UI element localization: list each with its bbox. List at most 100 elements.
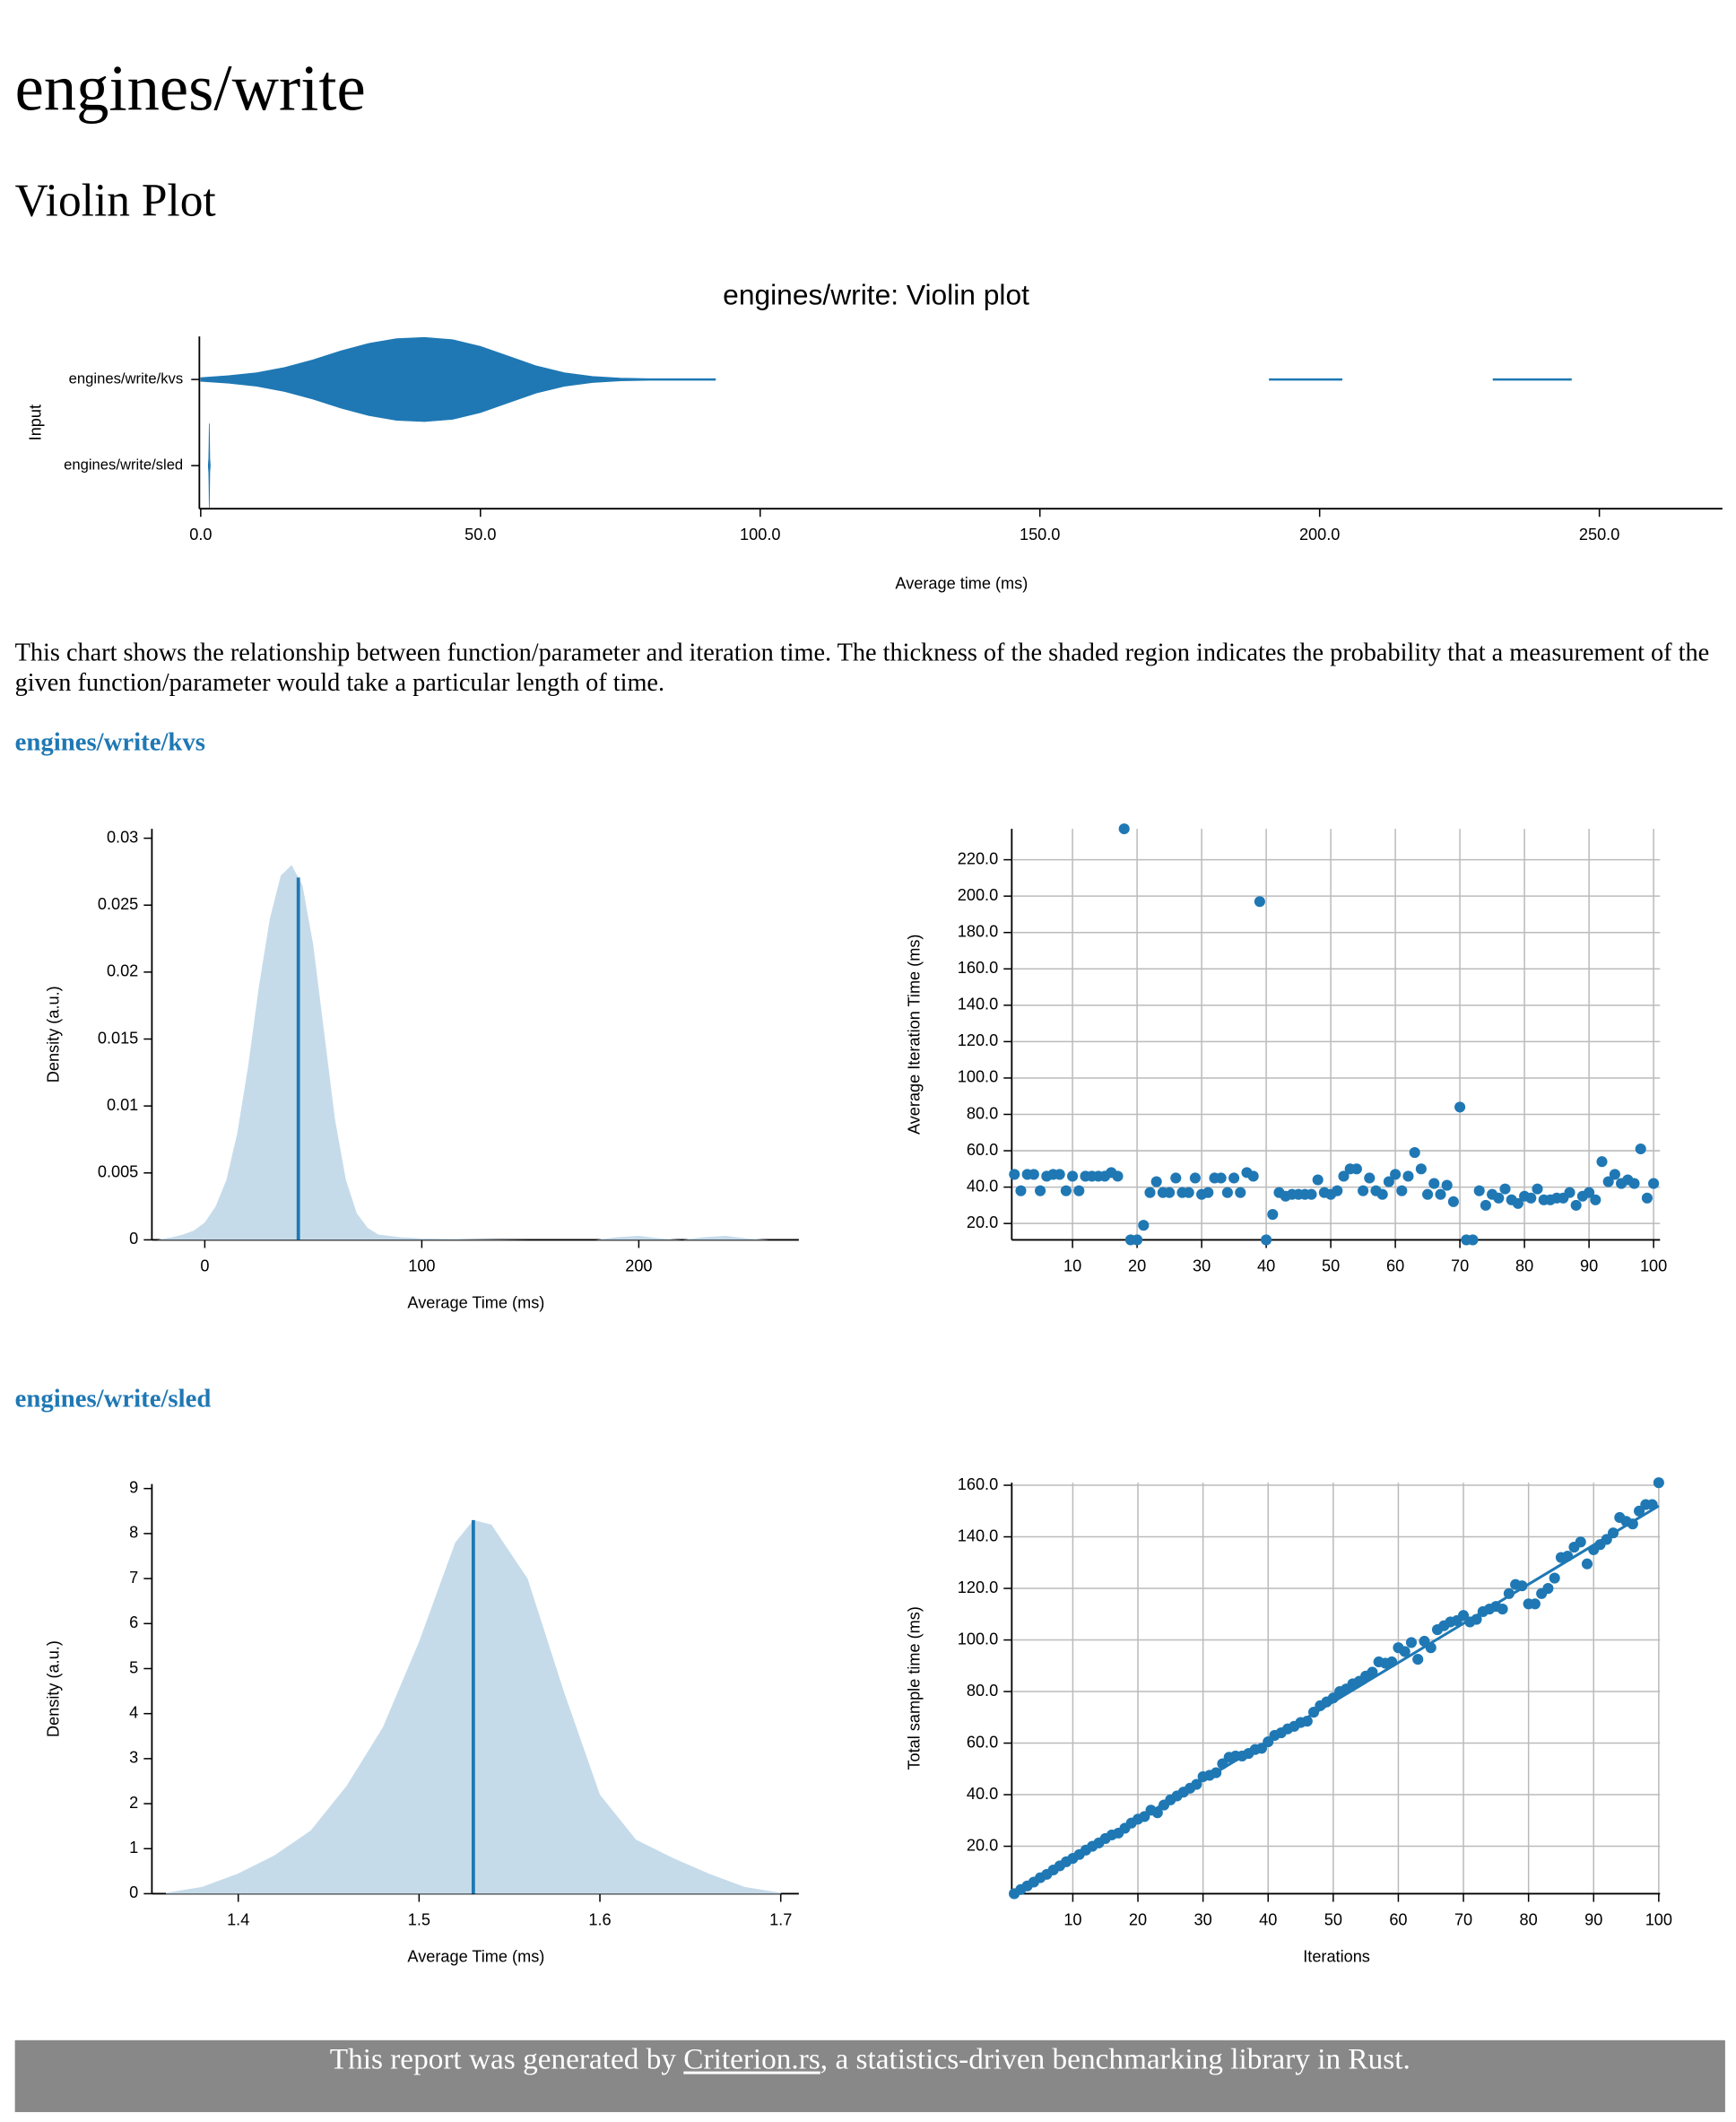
point xyxy=(1306,1188,1317,1200)
y-tick-label: 60.0 xyxy=(967,1141,998,1159)
x-tick-label: 100 xyxy=(408,1257,435,1274)
violin xyxy=(200,336,1572,422)
point xyxy=(1581,1558,1593,1570)
point xyxy=(1138,1220,1150,1231)
x-tick-label: 200 xyxy=(625,1257,652,1274)
y-tick-label: 0.02 xyxy=(107,962,138,980)
point xyxy=(1312,1174,1324,1186)
description: This chart shows the relationship betwee… xyxy=(14,639,1710,697)
point xyxy=(1350,1163,1362,1175)
x-tick-label: 40 xyxy=(1257,1257,1275,1274)
point xyxy=(1480,1199,1491,1211)
density-area xyxy=(157,865,791,1240)
point xyxy=(1383,1176,1394,1187)
point xyxy=(1499,1183,1511,1195)
y-tick-label: 140.0 xyxy=(958,996,998,1013)
point xyxy=(1367,1666,1378,1678)
x-tick-label: 40 xyxy=(1259,1910,1277,1928)
point xyxy=(1247,1170,1259,1182)
point xyxy=(1635,1143,1646,1155)
y-tick-label: 0.005 xyxy=(98,1163,138,1181)
y-tick-label: 8 xyxy=(129,1524,138,1542)
point xyxy=(1028,1169,1039,1180)
point xyxy=(1211,1767,1222,1778)
x-tick-label: 10 xyxy=(1063,1257,1081,1274)
y-tick-label: 0.03 xyxy=(107,828,138,846)
x-tick-label: 60 xyxy=(1389,1910,1407,1928)
point xyxy=(1261,1234,1272,1246)
footer-link[interactable]: Criterion.rs xyxy=(683,2041,820,2076)
y-tick-label: 180.0 xyxy=(958,923,998,941)
point xyxy=(1405,1637,1418,1648)
point xyxy=(1170,1172,1182,1184)
point xyxy=(1228,1172,1240,1184)
y-tick-label: 1 xyxy=(129,1839,138,1857)
x-tick-label: 1.4 xyxy=(227,1910,249,1928)
point xyxy=(1415,1163,1427,1175)
point xyxy=(1428,1178,1440,1189)
point xyxy=(1399,1646,1410,1657)
point xyxy=(1402,1170,1414,1182)
point xyxy=(1516,1580,1528,1592)
point xyxy=(1144,1187,1156,1198)
y-tick-label: 40.0 xyxy=(967,1785,998,1803)
y-tick-label: 120.0 xyxy=(958,1031,998,1049)
point xyxy=(1364,1172,1376,1184)
y-tick-label: 40.0 xyxy=(967,1177,998,1195)
y-axis-label: Total sample time (ms) xyxy=(906,1606,924,1770)
point xyxy=(1073,1185,1085,1196)
point xyxy=(1221,1187,1233,1198)
x-tick-label: 20 xyxy=(1129,1910,1147,1928)
point xyxy=(1267,1208,1279,1221)
point xyxy=(1532,1183,1543,1195)
y-tick-label: 140.0 xyxy=(958,1526,998,1544)
section-heading: engines/write/kvs xyxy=(14,728,205,757)
point xyxy=(1301,1716,1313,1727)
point xyxy=(1067,1170,1079,1182)
y-tick-label: 80.0 xyxy=(967,1682,998,1700)
point xyxy=(1542,1582,1554,1595)
y-tick-label: 200.0 xyxy=(958,886,998,904)
point xyxy=(1529,1598,1541,1610)
point xyxy=(1590,1194,1601,1205)
x-axis-label: Average time (ms) xyxy=(895,575,1028,593)
point xyxy=(1648,1178,1660,1189)
point xyxy=(1607,1527,1619,1539)
point xyxy=(1628,1178,1640,1189)
y-tick-label: 20.0 xyxy=(967,1836,998,1854)
x-tick-label: 150.0 xyxy=(1020,526,1060,544)
point xyxy=(1035,1185,1046,1196)
x-tick-label: 30 xyxy=(1193,1257,1211,1274)
point xyxy=(1150,1176,1162,1187)
point xyxy=(1215,1172,1227,1184)
point xyxy=(1422,1188,1434,1200)
y-tick-label: 60.0 xyxy=(967,1733,998,1751)
point xyxy=(1447,1196,1459,1207)
point xyxy=(1602,1176,1614,1187)
point xyxy=(1376,1188,1388,1200)
y-tick-label: 0.015 xyxy=(98,1029,138,1047)
x-tick-label: 100.0 xyxy=(740,526,780,544)
x-tick-label: 70 xyxy=(1454,1910,1472,1928)
point xyxy=(1151,1807,1163,1819)
footer-text: This report was generated by xyxy=(329,2041,684,2076)
x-tick-label: 90 xyxy=(1580,1257,1598,1274)
point xyxy=(1575,1536,1586,1548)
y-tick-label: 220.0 xyxy=(958,849,998,867)
point xyxy=(1503,1587,1515,1599)
point xyxy=(1118,823,1130,835)
point xyxy=(1396,1185,1408,1196)
point xyxy=(1409,1147,1420,1159)
y-tick-label: 160.0 xyxy=(958,1475,998,1493)
x-axis-label: Average Time (ms) xyxy=(407,1947,544,1965)
point xyxy=(1596,1156,1608,1168)
violin-heading: Violin Plot xyxy=(14,176,216,227)
point xyxy=(1332,1185,1343,1196)
x-tick-label: 30 xyxy=(1194,1910,1212,1928)
point xyxy=(1653,1477,1664,1489)
point xyxy=(1358,1185,1369,1196)
x-tick-label: 20 xyxy=(1128,1257,1146,1274)
